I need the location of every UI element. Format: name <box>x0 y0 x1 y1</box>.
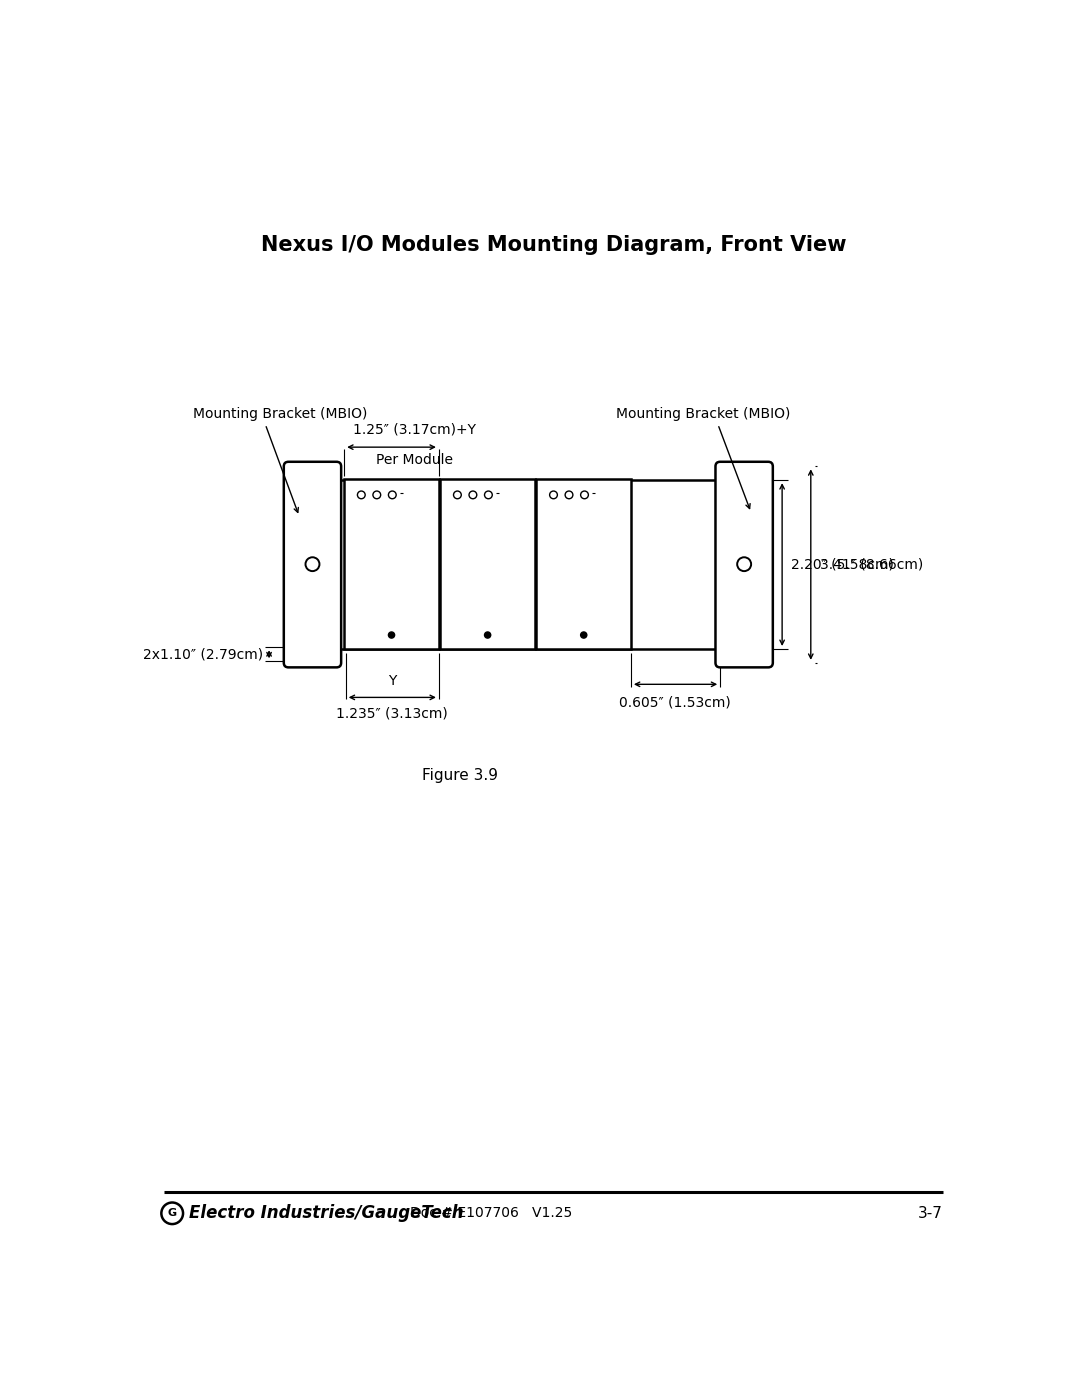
Bar <box>537 479 631 648</box>
Text: G: G <box>167 1208 177 1218</box>
Text: Figure 3.9: Figure 3.9 <box>422 768 499 784</box>
Bar <box>459 524 515 594</box>
FancyBboxPatch shape <box>284 462 341 668</box>
Bar <box>544 543 555 574</box>
Bar <box>441 479 535 648</box>
Text: 0.605″ (1.53cm): 0.605″ (1.53cm) <box>619 696 731 710</box>
Bar <box>448 543 459 574</box>
Circle shape <box>485 631 490 638</box>
Text: 2x1.10″ (2.79cm): 2x1.10″ (2.79cm) <box>143 647 262 661</box>
Text: 3.41″ (8.66cm): 3.41″ (8.66cm) <box>820 557 923 571</box>
Bar <box>356 517 424 601</box>
Bar <box>363 524 419 594</box>
Text: Electro Industries/GaugeTech: Electro Industries/GaugeTech <box>189 1204 464 1222</box>
Bar <box>345 479 438 648</box>
Text: 1.235″ (3.13cm): 1.235″ (3.13cm) <box>337 707 448 721</box>
Text: Mounting Bracket (MBIO): Mounting Bracket (MBIO) <box>616 407 789 420</box>
Bar <box>352 543 363 574</box>
Text: 2.20″ (5.58cm): 2.20″ (5.58cm) <box>792 557 894 571</box>
Text: 1.25″ (3.17cm)+Y: 1.25″ (3.17cm)+Y <box>353 422 476 436</box>
Text: 3-7: 3-7 <box>918 1206 943 1221</box>
Text: Per Module: Per Module <box>376 453 454 468</box>
Text: Nexus I/O Modules Mounting Diagram, Front View: Nexus I/O Modules Mounting Diagram, Fron… <box>260 235 847 254</box>
Bar <box>555 524 611 594</box>
Bar <box>453 517 521 601</box>
Bar <box>549 517 617 601</box>
Circle shape <box>581 631 586 638</box>
Circle shape <box>389 631 394 638</box>
Text: Mounting Bracket (MBIO): Mounting Bracket (MBIO) <box>193 407 367 420</box>
Text: Doc # E107706   V1.25: Doc # E107706 V1.25 <box>410 1206 572 1221</box>
FancyBboxPatch shape <box>715 462 773 668</box>
Text: Y: Y <box>388 675 396 689</box>
